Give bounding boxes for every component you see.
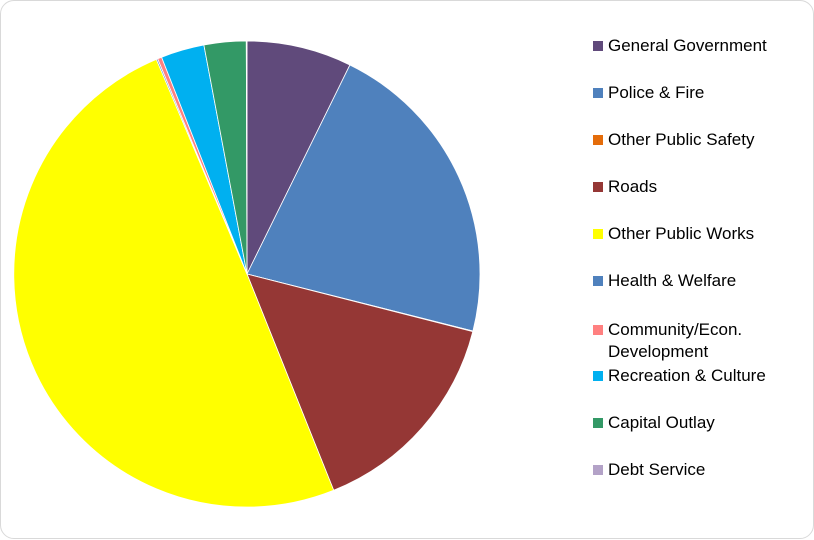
legend-item-debt-service: Debt Service xyxy=(593,459,808,481)
legend-item-general-government: General Government xyxy=(593,35,808,57)
legend-swatch xyxy=(593,465,603,475)
legend-label: General Government xyxy=(608,36,767,55)
legend-label: Health & Welfare xyxy=(608,271,737,290)
legend-label: Roads xyxy=(608,177,658,196)
legend-label: Community/Econ. Development xyxy=(608,320,743,361)
pie-slice-general-government xyxy=(246,40,351,275)
legend-swatch xyxy=(593,325,603,335)
legend-label: Other Public Safety xyxy=(608,130,755,149)
legend-label: Police & Fire xyxy=(608,83,705,102)
legend-swatch xyxy=(593,182,603,192)
legend-item-police-fire: Police & Fire xyxy=(593,82,808,104)
legend-item-roads: Roads xyxy=(593,176,808,198)
legend-swatch xyxy=(593,88,603,98)
legend-item-health-welfare: Health & Welfare xyxy=(593,270,808,292)
legend-swatch xyxy=(593,371,603,381)
pie-slice-debt-service xyxy=(245,40,248,275)
legend-item-other-public-safety: Other Public Safety xyxy=(593,129,808,151)
legend-swatch xyxy=(593,41,603,51)
legend-label: Recreation & Culture xyxy=(608,366,766,385)
legend-swatch xyxy=(593,229,603,239)
pie-slice-police-fire xyxy=(246,64,481,332)
legend-item-recreation-culture: Recreation & Culture xyxy=(593,365,808,387)
legend-label: Capital Outlay xyxy=(608,413,715,432)
legend-swatch xyxy=(593,418,603,428)
legend-item-community-econ-development: Community/Econ. Development xyxy=(593,319,808,363)
legend-swatch xyxy=(593,276,603,286)
legend-swatch xyxy=(593,135,603,145)
legend-item-capital-outlay: Capital Outlay xyxy=(593,412,808,434)
legend-label: Debt Service xyxy=(608,460,706,479)
pie-slice-other-public-works xyxy=(13,58,335,508)
legend-label: Other Public Works xyxy=(608,224,755,243)
legend-item-other-public-works: Other Public Works xyxy=(593,223,808,245)
pie-slice-roads xyxy=(246,273,474,491)
